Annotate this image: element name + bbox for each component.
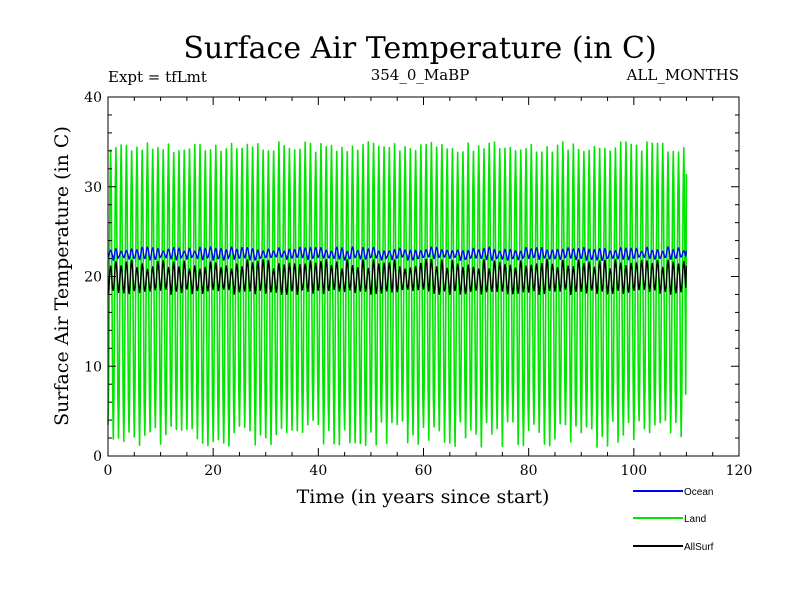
- y-axis-label: Surface Air Temperature (in C): [51, 126, 73, 426]
- x-axis: 0 20 40 60 80 100 120: [104, 97, 753, 479]
- x-tick-label: 40: [309, 463, 327, 479]
- y-tick-label: 10: [84, 359, 102, 375]
- series-layer: [107, 141, 688, 448]
- y-tick-label: 20: [84, 270, 102, 286]
- x-tick-label: 0: [104, 463, 113, 479]
- legend-label-allsurf: AllSurf: [684, 542, 714, 553]
- y-tick-label: 0: [93, 449, 102, 465]
- x-tick-label: 60: [415, 463, 433, 479]
- series-line-land: [107, 141, 688, 448]
- x-axis-label: Time (in years since start): [297, 486, 550, 508]
- y-tick-label: 30: [84, 180, 102, 196]
- subtitle-right: ALL_MONTHS: [626, 66, 739, 84]
- series-line-ocean: [107, 246, 688, 262]
- subtitle-left: Expt = tfLmt: [108, 68, 207, 86]
- subtitle-center: 354_0_MaBP: [371, 66, 470, 84]
- x-tick-label: 80: [520, 463, 538, 479]
- legend-label-ocean: Ocean: [684, 487, 713, 498]
- x-tick-label: 20: [204, 463, 222, 479]
- legend-label-land: Land: [684, 514, 706, 525]
- y-tick-label: 40: [84, 90, 102, 106]
- x-tick-label: 120: [726, 463, 753, 479]
- legend: Ocean Land AllSurf: [633, 487, 714, 553]
- chart-title: Surface Air Temperature (in C): [183, 31, 656, 66]
- y-axis: 0 10 20 30 40: [84, 90, 739, 465]
- x-tick-label: 100: [620, 463, 647, 479]
- series-line-allsurf: [107, 258, 688, 296]
- plot-area: [107, 96, 740, 457]
